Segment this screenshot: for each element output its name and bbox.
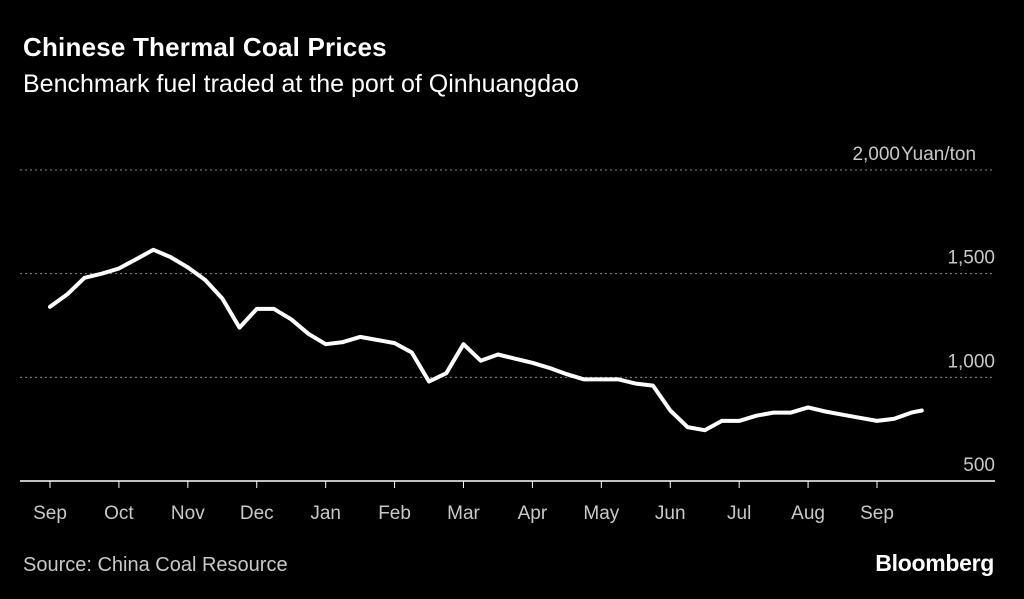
series-line-0 bbox=[48, 247, 924, 433]
y-tick-label: 1,000 bbox=[947, 351, 995, 372]
x-tick-label: Jan bbox=[310, 503, 341, 524]
x-tick-label: Mar bbox=[447, 503, 480, 524]
x-tick-label: Apr bbox=[518, 503, 548, 524]
x-tick-label: Dec bbox=[240, 503, 274, 524]
y-tick-label: 500 bbox=[963, 455, 995, 476]
x-tick-label: Jul bbox=[727, 503, 751, 524]
y-tick-label: 1,500 bbox=[947, 248, 995, 269]
chart-subtitle: Benchmark fuel traded at the port of Qin… bbox=[23, 70, 579, 98]
bloomberg-logo: Bloomberg bbox=[875, 550, 994, 576]
source-note: Source: China Coal Resource bbox=[23, 554, 288, 576]
x-tick-label: Jun bbox=[655, 503, 686, 524]
chart-title: Chinese Thermal Coal Prices bbox=[23, 32, 387, 62]
x-tick-label: Aug bbox=[791, 503, 825, 524]
x-tick-label: May bbox=[583, 503, 619, 524]
x-tick-label: Oct bbox=[104, 503, 134, 524]
y-axis-unit-label: Yuan/ton bbox=[901, 144, 976, 165]
x-tick-label: Feb bbox=[378, 503, 411, 524]
y-tick-label: 2,000 bbox=[852, 144, 900, 165]
x-tick-label: Nov bbox=[171, 503, 205, 524]
x-tick-label: Sep bbox=[33, 503, 67, 524]
x-tick-label: Sep bbox=[860, 503, 894, 524]
